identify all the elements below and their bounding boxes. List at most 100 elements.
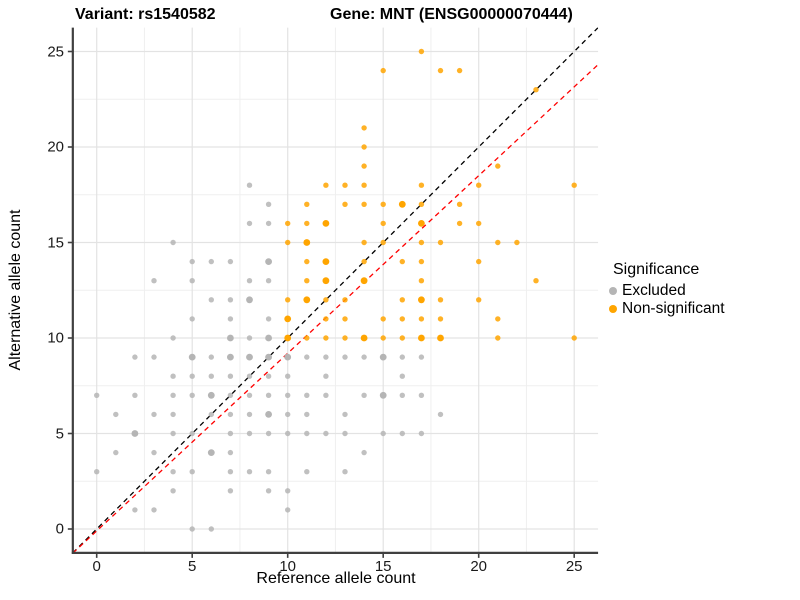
data-point [285,373,291,379]
data-point [379,391,387,399]
data-point [208,411,214,418]
data-point [265,334,272,342]
data-point [495,239,501,246]
data-point [265,353,272,361]
data-point [456,201,463,207]
data-point [265,258,272,265]
data-point [323,182,329,188]
data-point [227,430,234,437]
data-point [360,277,368,285]
data-point [227,297,234,303]
x-tick-label: 25 [565,558,583,575]
data-point [304,354,310,360]
data-point [571,182,577,188]
y-tick-label: 20 [47,138,64,156]
data-point [285,488,291,494]
data-point [437,239,444,246]
data-point [304,411,310,418]
data-point [246,411,253,418]
data-point [227,411,234,418]
data-point [265,201,272,207]
legend-swatch-nonsignificant-icon [609,305,617,313]
data-point [418,182,425,188]
x-tick-label: 15 [374,558,392,575]
data-point [285,220,291,227]
data-point [94,392,100,398]
data-point [437,334,444,342]
data-point [399,297,405,303]
data-point [246,353,253,361]
legend-entry-nonsignificant: Non-significant [604,300,725,318]
data-point [380,335,386,341]
data-point [265,430,272,437]
data-point [361,125,367,131]
legend-swatch-excluded-icon [609,287,617,295]
y-tick-label: 15 [47,234,64,251]
data-point [208,258,214,265]
data-point [533,87,539,93]
data-point [476,258,482,265]
data-point [437,67,444,74]
data-point [418,220,425,227]
data-point [227,316,234,322]
data-point [476,220,482,227]
data-point [323,392,329,398]
data-point [342,411,348,418]
x-tick-label: 10 [279,558,297,575]
data-point [342,316,348,322]
data-point [227,392,234,398]
data-point [342,201,348,207]
data-point [94,469,100,475]
data-point [399,354,405,360]
data-point [418,201,425,207]
data-point [361,258,367,265]
legend-title: Significance [613,261,700,278]
data-point [437,411,444,418]
data-point [495,335,501,341]
data-point [151,354,157,360]
data-point [323,430,329,437]
data-point [399,258,405,265]
data-point [246,296,253,304]
data-point [170,373,176,379]
data-point [418,430,425,437]
data-point [323,335,329,341]
legend-entry-excluded: Excluded [604,282,725,300]
data-point [418,239,425,246]
data-point [227,449,234,456]
data-point [170,411,176,418]
data-point [342,469,348,475]
data-point [246,335,253,341]
legend: Significance Excluded Non-significant [604,261,725,318]
data-point [189,469,195,475]
data-point [456,67,463,74]
data-point [361,201,367,207]
data-point [246,469,253,475]
data-point [342,430,348,437]
data-point [418,278,425,284]
data-point [514,239,520,246]
data-point [437,297,444,303]
data-point [399,373,405,379]
data-point [131,430,139,437]
data-point [207,391,215,399]
data-point [151,507,157,513]
data-point [227,488,234,494]
data-point [304,392,310,398]
data-point [418,258,425,265]
data-point [170,469,176,475]
data-point [361,354,367,360]
data-point [360,334,368,342]
fit-line [72,64,599,553]
data-point [265,392,272,398]
data-point [476,297,482,303]
data-point [170,430,176,437]
data-point [265,373,272,379]
data-point [361,392,367,398]
data-point [189,278,195,284]
data-point [437,316,444,322]
data-point [399,392,405,398]
data-point [132,507,138,513]
data-point [227,334,234,342]
